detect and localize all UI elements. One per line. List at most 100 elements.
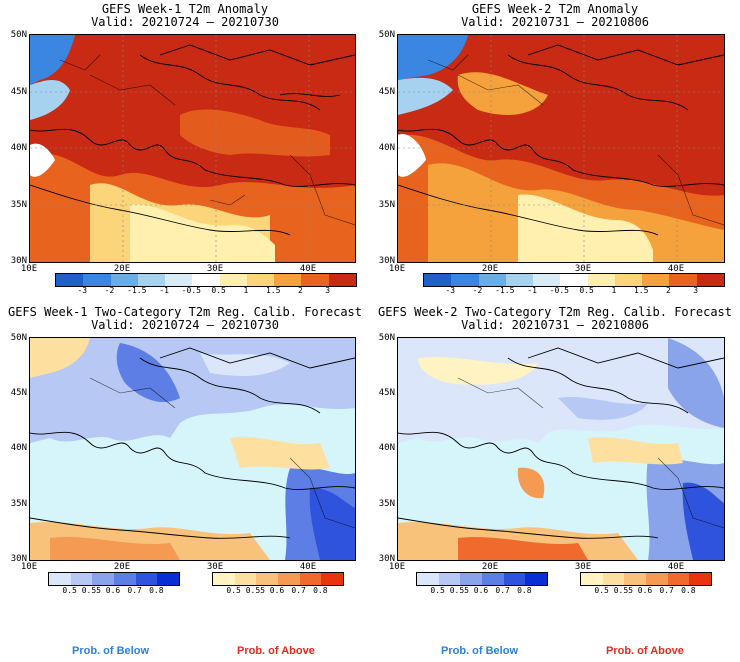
below-colorbar — [416, 572, 548, 586]
colorbar-tick-label: 1 — [243, 286, 249, 295]
panel-title: GEFS Week-2 Two-Category T2m Reg. Calib.… — [377, 305, 732, 332]
lon-tick: 30E — [206, 264, 224, 274]
colorbar-tick-label: 0.5 — [579, 286, 594, 295]
lat-tick: 50N — [378, 333, 395, 343]
lat-tick: 40N — [10, 143, 27, 153]
anomaly-colorbar — [55, 273, 357, 287]
colorbar-tick-label: 0.5 — [211, 286, 226, 295]
lon-tick: 40E — [299, 562, 317, 572]
colorbar-swatch — [110, 274, 138, 286]
colorbar-swatch — [165, 274, 193, 286]
colorbar-swatch — [135, 573, 158, 585]
lon-tick: 20E — [481, 264, 499, 274]
lon-tick: 40E — [299, 264, 317, 274]
anomaly-colorbar-labels: -3 -2 -1.5 -1 -0.5 0.5 1 1.5 2 3 — [55, 286, 355, 296]
colorbar-tick-label: 0.5 — [62, 586, 77, 595]
lon-tick: 30E — [574, 562, 592, 572]
colorbar-swatch — [274, 274, 302, 286]
colorbar-tick-label: 0.55 — [449, 586, 469, 595]
colorbar-tick-label: 0.7 — [659, 586, 674, 595]
colorbar-swatch — [533, 274, 561, 286]
above-colorbar — [580, 572, 712, 586]
colorbar-tick-label: 2 — [666, 286, 671, 295]
colorbar-tick-label: 3 — [693, 286, 699, 295]
anomaly-map — [397, 34, 725, 263]
probability-map — [397, 337, 725, 561]
below-colorbar — [48, 572, 180, 586]
colorbar-swatch — [587, 274, 615, 286]
colorbar-swatch — [56, 274, 84, 286]
colorbar-swatch — [246, 274, 275, 286]
colorbar-swatch — [114, 573, 136, 585]
colorbar-tick-label: 0.7 — [127, 586, 142, 595]
colorbar-swatch — [234, 573, 257, 585]
anomaly-colorbar-labels: -3 -2 -1.5 -1 -0.5 0.5 1 1.5 2 3 — [423, 286, 723, 296]
lon-tick: 40E — [667, 562, 685, 572]
lat-tick: 35N — [10, 499, 27, 509]
colorbar-swatch — [602, 573, 625, 585]
lat-tick: 35N — [378, 200, 395, 210]
above-colorbar — [212, 572, 344, 586]
caption-prob-below: Prob. of Below — [72, 645, 149, 657]
lat-tick: 35N — [10, 200, 27, 210]
lat-tick: 30N — [378, 554, 395, 564]
colorbar-tick-label: 3 — [325, 286, 331, 295]
lat-tick: 30N — [10, 554, 27, 564]
colorbar-swatch — [49, 573, 71, 585]
lat-tick: 50N — [10, 333, 27, 343]
colorbar-tick-label: -0.5 — [181, 286, 201, 295]
lon-tick: 20E — [113, 562, 131, 572]
colorbar-swatch — [301, 274, 329, 286]
panel-week2-anomaly: GEFS Week-2 T2m Anomaly Valid: 20210731 … — [370, 0, 740, 300]
above-colorbar-labels: 0.5 0.55 0.6 0.7 0.8 — [580, 586, 710, 596]
panel-week2-probability: GEFS Week-2 Two-Category T2m Reg. Calib.… — [370, 302, 740, 602]
above-colorbar-labels: 0.5 0.55 0.6 0.7 0.8 — [212, 586, 342, 596]
colorbar-tick-label: 0.55 — [613, 586, 633, 595]
colorbar-swatch — [328, 274, 356, 286]
colorbar-tick-label: 1 — [611, 286, 617, 295]
colorbar-tick-label: -0.5 — [549, 286, 569, 295]
colorbar-swatch — [299, 573, 322, 585]
colorbar-swatch — [192, 274, 220, 286]
lat-tick: 35N — [378, 499, 395, 509]
colorbar-tick-label: 0.8 — [681, 586, 696, 595]
lon-tick: 30E — [574, 264, 592, 274]
colorbar-swatch — [321, 573, 344, 585]
colorbar-tick-label: 1.5 — [633, 286, 649, 295]
colorbar-swatch — [213, 573, 235, 585]
colorbar-tick-label: -1 — [527, 286, 537, 295]
lat-tick: 30N — [378, 256, 395, 266]
panel-week1-anomaly: GEFS Week-1 T2m Anomaly Valid: 20210724 … — [0, 0, 370, 300]
colorbar-tick-label: 2 — [298, 286, 303, 295]
colorbar-swatch — [278, 573, 300, 585]
colorbar-swatch — [83, 274, 111, 286]
colorbar-swatch — [137, 274, 166, 286]
lat-tick: 30N — [10, 256, 27, 266]
colorbar-tick-label: 0.8 — [517, 586, 532, 595]
lat-tick: 40N — [378, 443, 395, 453]
colorbar-tick-label: -2 — [104, 286, 115, 295]
colorbar-swatch — [525, 573, 548, 585]
lat-tick: 40N — [378, 143, 395, 153]
colorbar-swatch — [92, 573, 115, 585]
colorbar-tick-label: -3 — [77, 286, 88, 295]
colorbar-swatch — [256, 573, 279, 585]
lon-tick: 10E — [20, 264, 38, 274]
colorbar-tick-label: 0.6 — [269, 586, 285, 595]
caption-prob-above: Prob. of Above — [237, 645, 315, 657]
panel-title: GEFS Week-1 Two-Category T2m Reg. Calib.… — [7, 305, 362, 332]
anomaly-colorbar — [423, 273, 725, 287]
colorbar-tick-label: -1.5 — [495, 286, 515, 295]
colorbar-swatch — [505, 274, 534, 286]
colorbar-swatch — [478, 274, 506, 286]
colorbar-tick-label: 0.6 — [105, 586, 121, 595]
lon-tick: 20E — [481, 562, 499, 572]
colorbar-swatch — [417, 573, 439, 585]
colorbar-tick-label: 0.7 — [291, 586, 306, 595]
colorbar-tick-label: 0.55 — [81, 586, 101, 595]
lon-tick: 30E — [206, 562, 224, 572]
colorbar-tick-label: -1 — [159, 286, 169, 295]
colorbar-swatch — [581, 573, 603, 585]
panel-title: GEFS Week-2 T2m Anomaly Valid: 20210731 … — [461, 2, 649, 29]
lon-tick: 10E — [20, 562, 38, 572]
